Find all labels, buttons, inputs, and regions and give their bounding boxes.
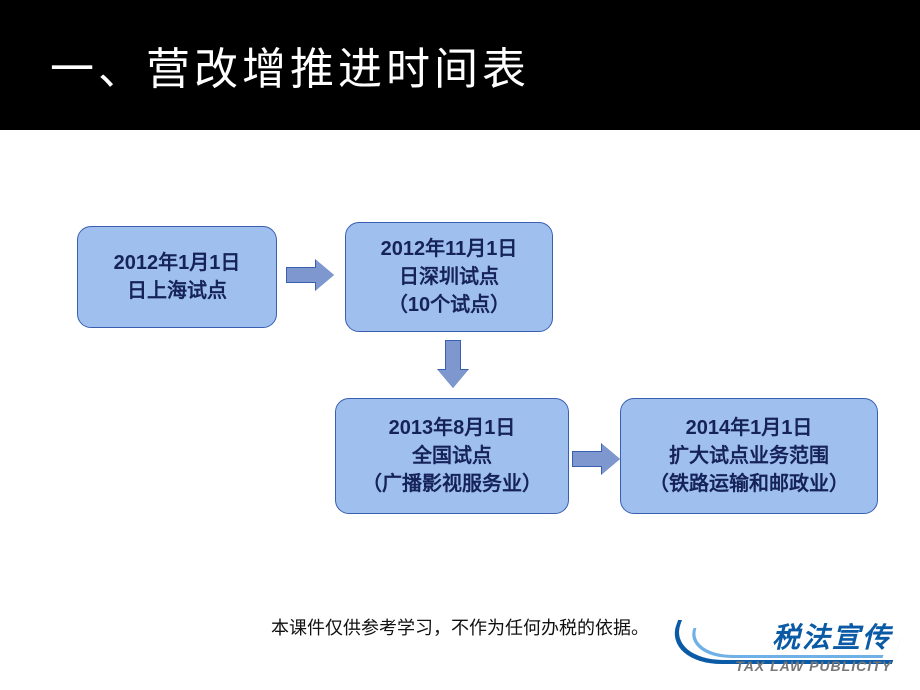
flowchart: 2012年1月1日日上海试点 2012年11月1日日深圳试点（10个试点） 2013… — [0, 130, 920, 610]
flow-node-line: 2012年11月1日 — [381, 235, 518, 263]
flow-node-n1: 2012年1月1日日上海试点 — [77, 226, 277, 328]
flow-node-line: 2013年8月1日 — [389, 414, 516, 442]
flow-node-n2: 2012年11月1日日深圳试点（10个试点） — [345, 222, 553, 332]
flow-node-n4: 2014年1月1日扩大试点业务范围（铁路运输和邮政业） — [620, 398, 878, 514]
arrow-shaft — [286, 267, 316, 283]
slide-header: 一、营改增推进时间表 — [0, 0, 920, 130]
arrow-shaft — [445, 340, 461, 370]
logo: 税法宣传 TAX LAW PUBLICITY — [670, 612, 910, 682]
flow-node-line: 日深圳试点 — [399, 263, 499, 291]
arrow-shaft — [572, 451, 602, 467]
flow-node-line: （广播影视服务业） — [362, 470, 542, 498]
slide-title: 一、营改增推进时间表 — [50, 33, 530, 97]
flow-node-line: 2014年1月1日 — [686, 414, 813, 442]
flow-node-line: 扩大试点业务范围 — [669, 442, 829, 470]
logo-text-cn: 税法宣传 — [772, 616, 892, 656]
flow-node-line: （10个试点） — [388, 291, 510, 319]
logo-text-en: TAX LAW PUBLICITY — [735, 658, 892, 674]
arrow-head-icon — [602, 444, 620, 474]
flow-node-line: 全国试点 — [412, 442, 492, 470]
flow-node-line: 日上海试点 — [127, 277, 227, 305]
flow-arrow-1 — [438, 340, 468, 388]
arrow-head-icon — [316, 260, 334, 290]
flow-node-n3: 2013年8月1日全国试点（广播影视服务业） — [335, 398, 569, 514]
flow-node-line: （铁路运输和邮政业） — [649, 470, 849, 498]
flow-arrow-2 — [572, 444, 620, 474]
arrow-head-icon — [438, 370, 468, 388]
flow-node-line: 2012年1月1日 — [114, 249, 241, 277]
flow-arrow-0 — [286, 260, 334, 290]
